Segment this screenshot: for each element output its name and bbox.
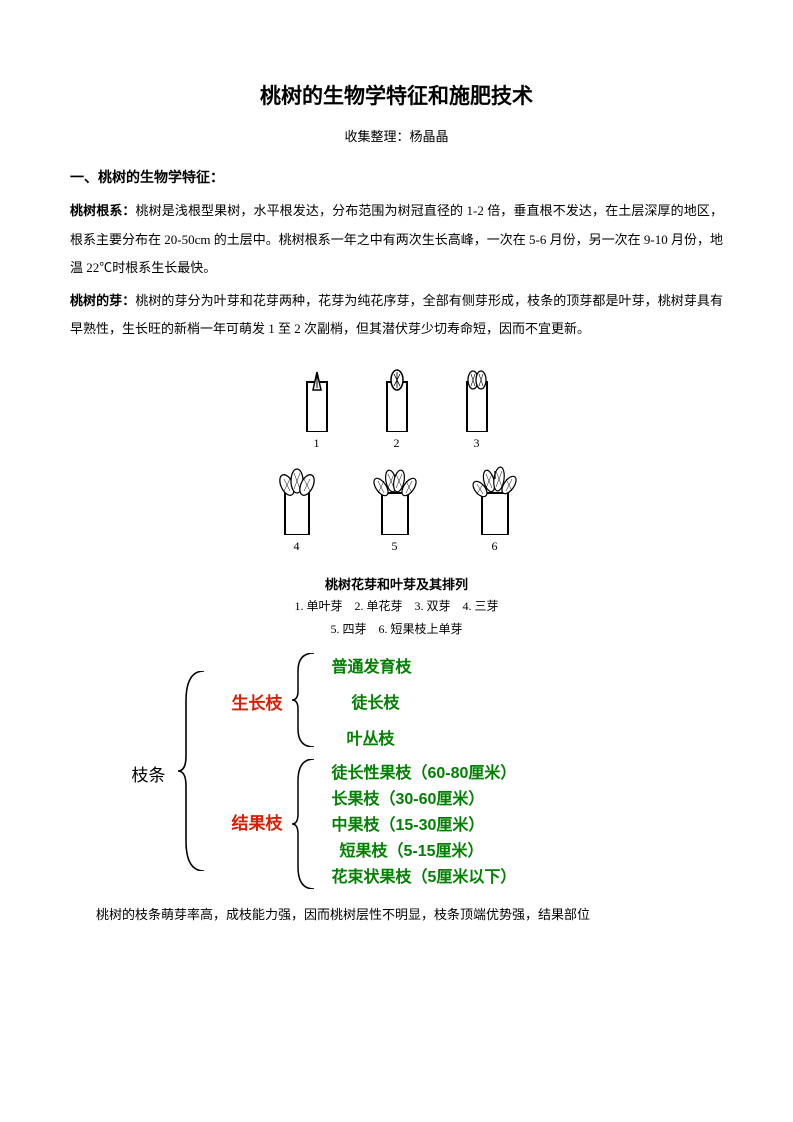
bud-3: 3 (457, 362, 497, 451)
section-heading-1: 一、桃树的生物学特征： (70, 167, 723, 187)
bud-2-svg (377, 362, 417, 432)
bud-2-num: 2 (394, 436, 400, 451)
leaf-f-2: 中果枝（15-30厘米） (332, 811, 485, 835)
bud-row-1: 1 2 3 (297, 362, 497, 451)
leaf-f-4: 花束状果枝（5厘米以下） (332, 863, 517, 887)
bud-2: 2 (377, 362, 417, 451)
page-title: 桃树的生物学特征和施肥技术 (70, 80, 723, 110)
figure-caption: 桃树花芽和叶芽及其排列 (325, 574, 468, 593)
brace-root (176, 671, 210, 871)
tree-cat-fruit: 结果枝 (232, 809, 283, 834)
leaf-f-3: 短果枝（5-15厘米） (340, 837, 484, 861)
bud-4-svg (269, 465, 325, 535)
brace-growth (290, 653, 320, 747)
bud-5-num: 5 (392, 539, 398, 554)
bud-1-svg (297, 362, 337, 432)
bottom-paragraph: 桃树的枝条萌芽率高，成枝能力强，因而桃树层性不明显，枝条顶端优势强，结果部位 (70, 901, 723, 930)
author-line: 收集整理：杨晶晶 (70, 126, 723, 145)
leaf-g-2: 叶丛枝 (347, 725, 395, 749)
figure-legend-2: 5. 四芽 6. 短果枝上单芽 (330, 620, 462, 639)
label-buds: 桃树的芽： (70, 293, 135, 308)
bud-6: 6 (465, 465, 525, 554)
bud-6-svg (465, 465, 525, 535)
text-buds: 桃树的芽分为叶芽和花芽两种，花芽为纯花序芽，全部有侧芽形成，枝条的顶芽都是叶芽，… (70, 293, 723, 337)
bud-5: 5 (365, 465, 425, 554)
text-roots: 桃树是浅根型果树，水平根发达，分布范围为树冠直径的 1-2 倍，垂直根不发达，在… (70, 203, 723, 275)
bud-1: 1 (297, 362, 337, 451)
bud-1-num: 1 (314, 436, 320, 451)
bud-6-num: 6 (492, 539, 498, 554)
label-roots: 桃树根系： (70, 203, 136, 218)
bud-3-svg (457, 362, 497, 432)
figure-legend-1: 1. 单叶芽 2. 单花芽 3. 双芽 4. 三芽 (294, 597, 498, 616)
bud-5-svg (365, 465, 425, 535)
paragraph-buds: 桃树的芽：桃树的芽分为叶芽和花芽两种，花芽为纯花序芽，全部有侧芽形成，枝条的顶芽… (70, 287, 723, 344)
leaf-f-0: 徒长性果枝（60-80厘米） (332, 759, 517, 783)
paragraph-roots: 桃树根系：桃树是浅根型果树，水平根发达，分布范围为树冠直径的 1-2 倍，垂直根… (70, 197, 723, 283)
tree-cat-growth: 生长枝 (232, 689, 283, 714)
figure-bud-diagram: 1 2 3 (70, 362, 723, 639)
bud-4: 4 (269, 465, 325, 554)
leaf-f-1: 长果枝（30-60厘米） (332, 785, 485, 809)
tree-root: 枝条 (132, 761, 166, 786)
bud-3-num: 3 (474, 436, 480, 451)
leaf-g-0: 普通发育枝 (332, 653, 412, 677)
branch-tree-diagram: 枝条 生长枝 结果枝 普通发育枝 徒长枝 叶丛枝 徒长性果枝（60-80厘米） … (132, 653, 662, 893)
brace-fruit (290, 759, 320, 889)
leaf-g-1: 徒长枝 (352, 689, 400, 713)
bud-row-2: 4 5 6 (269, 465, 525, 554)
bud-4-num: 4 (294, 539, 300, 554)
